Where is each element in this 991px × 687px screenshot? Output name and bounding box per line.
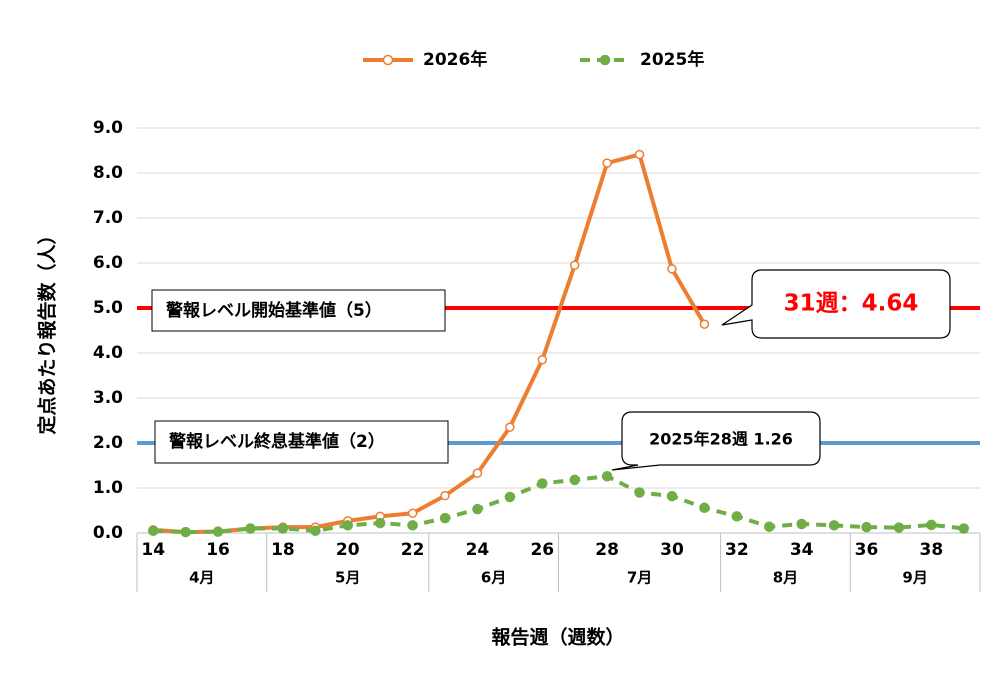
x-tick-label: 38 [920, 540, 944, 560]
y-tick-label: 1.0 [93, 478, 123, 498]
data-point [440, 490, 450, 501]
data-point [245, 523, 256, 534]
x-tick-label: 20 [336, 540, 360, 560]
month-label: 9月 [902, 569, 927, 587]
month-label: 6月 [481, 569, 506, 587]
x-tick-label: 36 [855, 540, 879, 560]
series-line [153, 474, 965, 535]
y-axis-title: 定点あたり報告数（人） [36, 225, 59, 434]
x-axis-title: 報告週（週数） [491, 626, 624, 649]
data-point [505, 422, 515, 432]
data-point [342, 520, 353, 531]
data-point [602, 158, 612, 168]
y-tick-label: 2.0 [93, 433, 123, 453]
x-tick-label: 16 [206, 540, 230, 560]
callout [721, 269, 951, 339]
callout [611, 411, 821, 471]
data-point [374, 517, 386, 529]
data-point [634, 149, 645, 160]
data-point [861, 521, 872, 533]
data-point [569, 474, 580, 486]
data-point [796, 518, 807, 530]
data-point [926, 519, 937, 531]
data-point [958, 523, 970, 534]
y-tick-label: 5.0 [93, 298, 123, 318]
month-label: 8月 [773, 569, 798, 587]
data-point [310, 525, 321, 536]
data-point [212, 526, 224, 537]
legend-marker [382, 54, 394, 66]
month-label: 7月 [627, 569, 652, 587]
y-tick-label: 6.0 [93, 253, 123, 273]
data-point [634, 487, 645, 498]
x-tick-label: 30 [660, 540, 684, 560]
data-point [731, 511, 743, 522]
data-point [537, 478, 548, 489]
data-point [828, 520, 840, 531]
y-tick-label: 9.0 [93, 118, 123, 138]
y-tick-label: 8.0 [93, 163, 123, 183]
y-tick-label: 3.0 [93, 388, 123, 408]
ref-label-box [151, 289, 446, 332]
data-point [699, 319, 710, 329]
legend-label: 2025年 [640, 49, 704, 70]
data-point [180, 526, 191, 538]
data-point [893, 522, 905, 533]
data-point [569, 260, 580, 270]
data-point [667, 264, 677, 274]
x-tick-label: 34 [790, 540, 814, 560]
ref-label-box [154, 420, 449, 464]
data-point [601, 471, 613, 482]
plot [147, 149, 970, 538]
data-point [699, 502, 710, 514]
legend-marker [599, 54, 611, 66]
month-label: 5月 [335, 569, 360, 587]
y-tick-label: 4.0 [93, 343, 123, 363]
annotation: 2025年28週 1.26 [649, 430, 793, 449]
y-tick-label: 0.0 [93, 523, 123, 543]
x-tick-label: 22 [401, 540, 425, 560]
data-point [504, 491, 516, 503]
data-point [764, 521, 775, 532]
data-point [147, 525, 159, 536]
x-tick-label: 24 [466, 540, 490, 560]
legend-label: 2026年 [423, 49, 487, 70]
data-point [407, 520, 418, 531]
month-label: 4月 [189, 569, 214, 587]
x-tick-label: 28 [595, 540, 619, 560]
data-point [277, 523, 289, 534]
data-point [407, 508, 418, 518]
data-point [666, 490, 678, 502]
data-point [472, 503, 483, 515]
x-tick-label: 26 [530, 540, 554, 560]
data-point [537, 355, 548, 365]
ref-label: 警報レベル終息基準値（2） [168, 431, 385, 452]
data-point [472, 468, 483, 478]
ref-label: 警報レベル開始基準値（5） [165, 300, 382, 321]
y-tick-label: 7.0 [93, 208, 123, 228]
x-tick-label: 14 [141, 540, 165, 560]
x-tick-label: 32 [725, 540, 749, 560]
data-point [439, 512, 451, 524]
annotation: 31週：4.64 [784, 291, 919, 317]
x-tick-label: 18 [271, 540, 295, 560]
